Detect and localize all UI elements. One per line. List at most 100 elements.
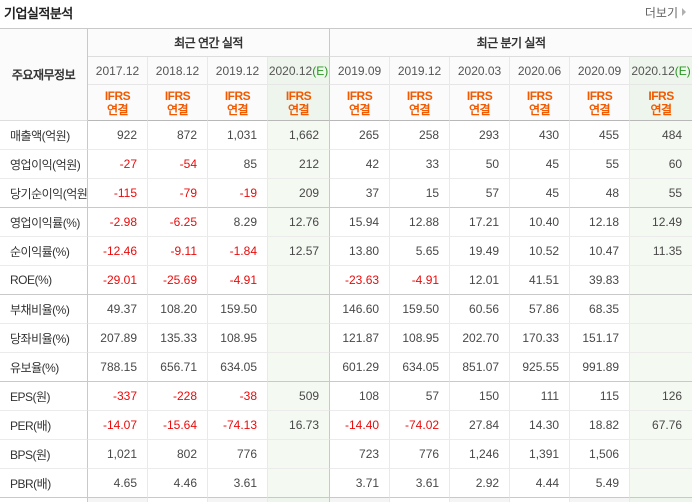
table-body: 매출액(억원) 922 872 1,031 1,662 265 258 293 430 455 48… [0,121,692,502]
standard-line1: IFRS [346,88,373,103]
table-cell: 55 [630,179,692,208]
table-cell: 111 [510,382,571,411]
table-cell: 57.86 [510,295,571,324]
table-cell: 60.56 [450,295,511,324]
row-label: 부채비율(%) [0,295,88,324]
table-cell: 788.15 [88,353,148,382]
table-cell [390,498,451,502]
row-label: 영업이익(억원) [0,150,88,179]
row-label: EPS(원) [0,382,88,411]
table-cell [630,353,692,382]
table-cell: 18.82 [570,411,631,440]
table-cell [630,440,692,469]
standard-line1: IFRS [164,88,191,103]
table-cell: -14.40 [330,411,391,440]
panel-header: 기업실적분석 더보기 [0,0,692,28]
table-cell: 202.70 [450,324,511,353]
table-cell: 48 [570,179,631,208]
table-cell: 4.65 [88,469,148,498]
table-cell: -25.69 [148,266,208,295]
table-group-header-row: 주요재무정보 최근 연간 실적 최근 분기 실적 [0,29,692,121]
table-cell: 12.18 [570,208,631,237]
period-label: 2019.09 [337,63,382,78]
table-cell [268,440,331,469]
table-cell: 108.95 [208,324,268,353]
table-cell: -27 [88,150,148,179]
table-cell: 258 [390,121,451,150]
table-cell: 12.01 [450,266,511,295]
table-cell: 37 [330,179,391,208]
table-cell: 12.88 [390,208,451,237]
table-cell: 121.87 [330,324,391,353]
table-cell: 634.05 [208,353,268,382]
column-header-period: 2019.12 [208,57,268,85]
table-cell: 45 [510,179,571,208]
table-cell: -337 [88,382,148,411]
table-cell [88,498,148,502]
table-cell: -54 [148,150,208,179]
column-header-period: 2017.12 [88,57,148,85]
table-cell: 15 [390,179,451,208]
table-cell: 509 [268,382,331,411]
table-cell: 108.20 [148,295,208,324]
standard-line1: IFRS [104,88,131,103]
table-cell: 802 [148,440,208,469]
table-cell: -38 [208,382,268,411]
more-link[interactable]: 더보기 [645,4,686,21]
table-row: 당좌비율(%) 207.89 135.33 108.95 121.87 108.95 202… [0,324,692,353]
standard-line2: 연결 [529,102,551,117]
row-label: 순이익률(%) [0,237,88,266]
table-cell: 430 [510,121,571,150]
more-link-label: 더보기 [644,5,678,20]
table-cell: 1,246 [450,440,511,469]
standard-line2: 연결 [349,102,371,117]
table-cell: 851.07 [450,353,511,382]
table-standard-row: IFRS 연결 IFRS 연결 IFRS 연결 IFRS 연결 IFRS 연결 IFRS 연결 IFRS… [0,85,692,121]
table-cell: 159.50 [390,295,451,324]
table-cell: 151.17 [570,324,631,353]
table-cell: 776 [390,440,451,469]
table-cell: 3.71 [330,469,391,498]
table-cell: 634.05 [390,353,451,382]
column-header-standard: IFRS 연결 [268,85,331,121]
column-header-period: 2018.12 [148,57,208,85]
table-cell: -115 [88,179,148,208]
table-cell: 49.37 [88,295,148,324]
table-row-clipped [0,498,692,502]
row-label: 영업이익률(%) [0,208,88,237]
table-cell: 209 [268,179,331,208]
table-cell: 45 [510,150,571,179]
table-cell: 10.47 [570,237,631,266]
table-cell: 33 [390,150,451,179]
period-label: 2018.12 [155,63,200,78]
table-cell [630,266,692,295]
table-cell [268,266,331,295]
table-cell: 2.92 [450,469,511,498]
row-label: 매출액(억원) [0,121,88,150]
standard-line2: 연결 [589,102,611,117]
table-cell: 991.89 [570,353,631,382]
period-label: 2020.03 [457,63,502,78]
table-cell: -4.91 [208,266,268,295]
standard-line2: 연결 [166,102,189,117]
table-cell: 5.65 [390,237,451,266]
table-cell [630,469,692,498]
column-header-standard: IFRS 연결 [148,85,208,121]
table-cell: 925.55 [510,353,571,382]
table-cell: 27.84 [450,411,511,440]
standard-line2: 연결 [469,102,491,117]
period-label: 2019.12 [397,63,442,78]
table-cell: 12.76 [268,208,331,237]
table-cell [630,324,692,353]
table-cell: 135.33 [148,324,208,353]
standard-line1: IFRS [285,88,312,103]
row-label: 유보율(%) [0,353,88,382]
row-label [0,498,88,502]
table-cell: 15.94 [330,208,391,237]
table-cell: 68.35 [570,295,631,324]
table-cell: 108.95 [390,324,451,353]
table-cell: 601.29 [330,353,391,382]
column-header-standard: IFRS 연결 [570,85,631,121]
table-cell [330,498,391,502]
table-cell: 922 [88,121,148,150]
